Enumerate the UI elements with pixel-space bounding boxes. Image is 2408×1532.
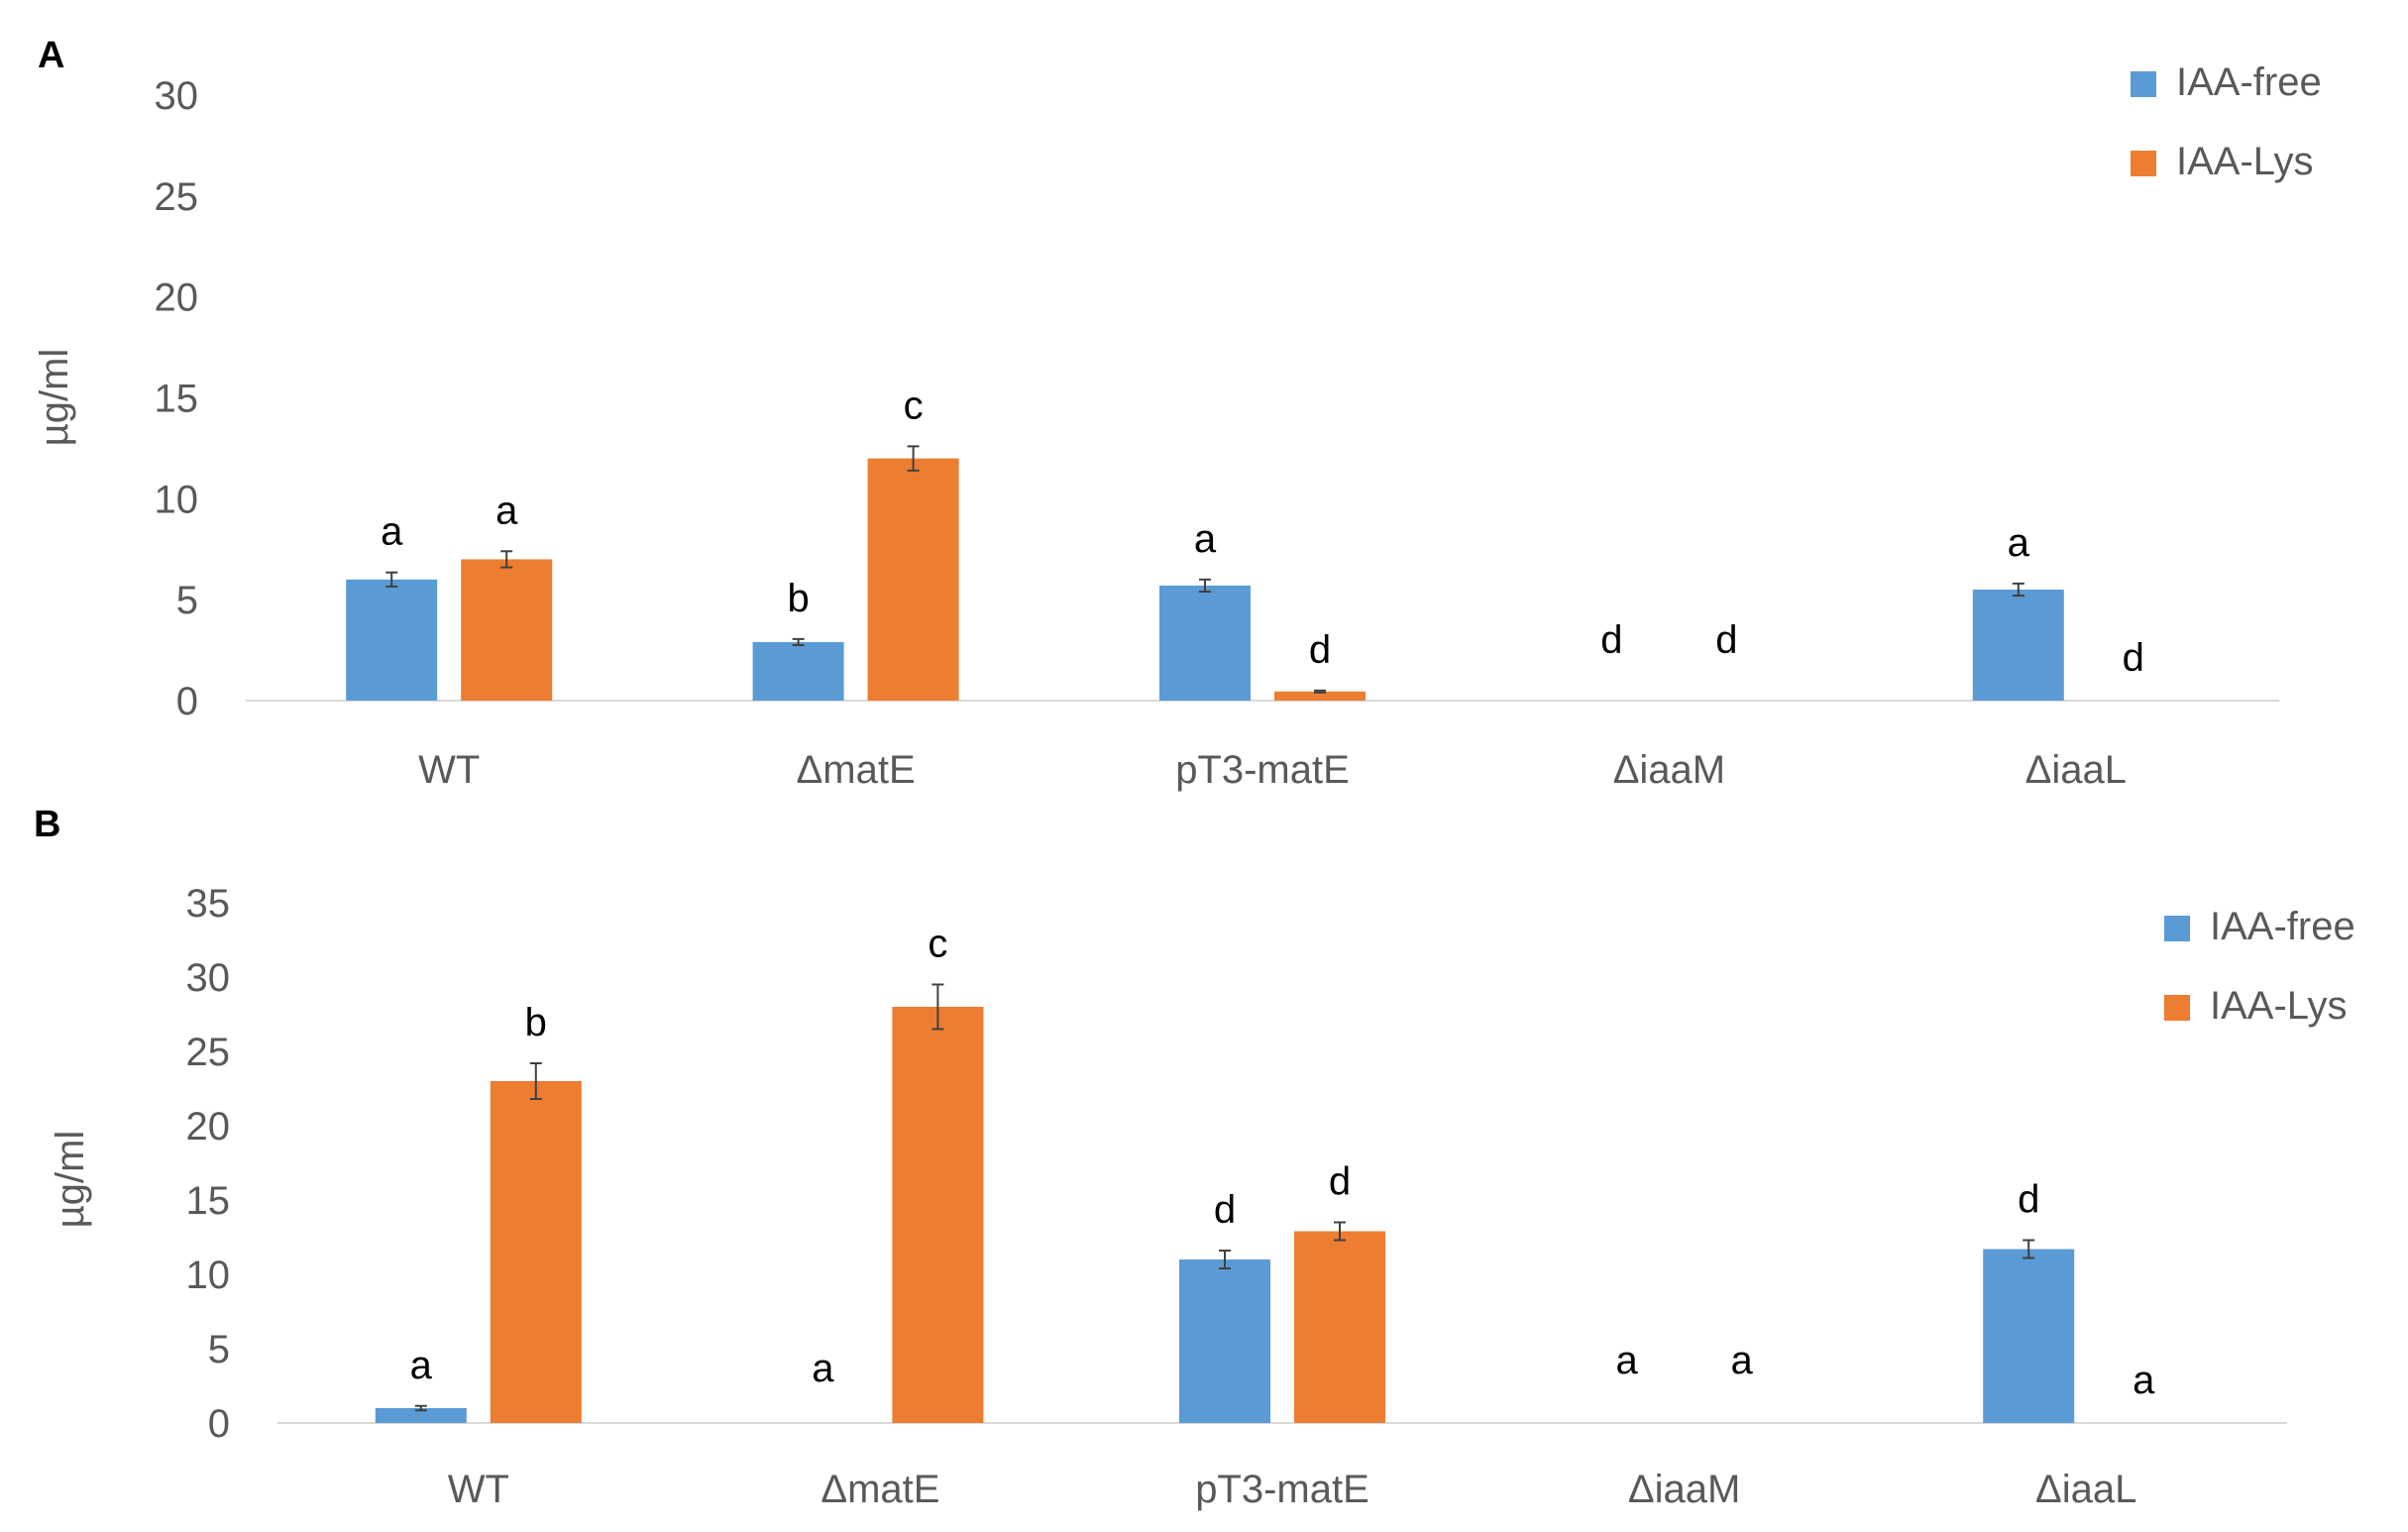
panel-a-y-tick-10: 10 bbox=[155, 478, 199, 521]
panel-a-y-tick-0: 0 bbox=[176, 680, 198, 723]
panel-a-x-tick-cat-0: WT bbox=[418, 748, 480, 792]
panel-b-y-tick-5: 5 bbox=[208, 1328, 230, 1371]
panel-b-y-tick-10: 10 bbox=[186, 1254, 231, 1297]
panel-b-sig-label-iaa-free-cat-4: d bbox=[2018, 1178, 2039, 1222]
panel-b-legend-label-iaa-lys: IAA-Lys bbox=[2210, 984, 2348, 1028]
panel-a-sig-label-iaa-free-cat-1: b bbox=[787, 577, 809, 620]
panel-b-sig-label-iaa-free-cat-1: a bbox=[812, 1347, 834, 1390]
panel-a-bar-iaa-lys-cat-2 bbox=[1274, 691, 1366, 701]
panel-b-bar-iaa-lys-cat-1 bbox=[892, 1007, 984, 1423]
panel-a-sig-label-iaa-lys-cat-4: d bbox=[2123, 636, 2144, 680]
panel-a-sig-label-iaa-lys-cat-2: d bbox=[1309, 628, 1331, 672]
panel-a-label: A bbox=[38, 35, 64, 76]
panel-a-bar-iaa-lys-cat-0 bbox=[461, 559, 553, 701]
panel-b-legend-swatch-iaa-free bbox=[2164, 916, 2190, 941]
panel-b-y-tick-0: 0 bbox=[208, 1402, 230, 1446]
panel-b-y-tick-15: 15 bbox=[186, 1179, 231, 1223]
panel-a-bar-iaa-free-cat-0 bbox=[346, 579, 438, 701]
panel-a-legend-swatch-iaa-lys bbox=[2131, 151, 2156, 176]
panel-b-legend-label-iaa-free: IAA-free bbox=[2210, 905, 2355, 948]
panel-a-legend-label-iaa-free: IAA-free bbox=[2176, 60, 2322, 104]
panel-a-y-tick-30: 30 bbox=[155, 74, 199, 118]
panel-a-x-tick-cat-4: ΔiaaL bbox=[2025, 748, 2127, 792]
panel-b-x-tick-cat-1: ΔmatE bbox=[821, 1468, 939, 1511]
panel-b-bar-iaa-free-cat-2 bbox=[1179, 1259, 1270, 1423]
panel-b-bar-iaa-lys-cat-2 bbox=[1294, 1231, 1385, 1423]
panel-b-sig-label-iaa-free-cat-2: d bbox=[1214, 1188, 1236, 1232]
panel-b-label: B bbox=[34, 804, 60, 845]
panel-b-y-axis-label: µg/ml bbox=[49, 1131, 92, 1229]
panel-b-bar-iaa-free-cat-4 bbox=[1983, 1249, 2075, 1423]
panel-b-legend-swatch-iaa-lys bbox=[2164, 995, 2190, 1021]
panel-a-y-tick-20: 20 bbox=[155, 276, 199, 320]
panel-b-sig-label-iaa-lys-cat-3: a bbox=[1730, 1339, 1753, 1382]
panel-b-bar-iaa-free-cat-0 bbox=[375, 1408, 467, 1423]
panel-a-bar-iaa-free-cat-4 bbox=[1972, 589, 2064, 701]
panel-a-bar-iaa-free-cat-2 bbox=[1159, 585, 1251, 701]
panel-b-sig-label-iaa-free-cat-0: a bbox=[410, 1344, 433, 1387]
panel-a-sig-label-iaa-lys-cat-0: a bbox=[495, 489, 518, 532]
panel-a-sig-label-iaa-lys-cat-3: d bbox=[1715, 618, 1737, 662]
panel-b-sig-label-iaa-lys-cat-4: a bbox=[2133, 1359, 2155, 1402]
panel-b-y-tick-30: 30 bbox=[186, 956, 231, 1000]
panel-b-sig-label-iaa-lys-cat-1: c bbox=[928, 923, 947, 966]
panel-b-x-tick-cat-3: ΔiaaM bbox=[1628, 1468, 1740, 1511]
panel-b-y-tick-20: 20 bbox=[186, 1105, 231, 1149]
panel-a-bar-iaa-lys-cat-1 bbox=[867, 458, 959, 701]
panel-a-y-tick-15: 15 bbox=[155, 378, 199, 421]
panel-b-x-tick-cat-4: ΔiaaL bbox=[2035, 1468, 2136, 1511]
panel-b-bar-iaa-lys-cat-0 bbox=[490, 1081, 582, 1423]
panel-a-sig-label-iaa-free-cat-4: a bbox=[2008, 521, 2030, 565]
panel-a-y-tick-25: 25 bbox=[155, 175, 199, 219]
panel-b-sig-label-iaa-lys-cat-0: b bbox=[525, 1001, 547, 1044]
panel-a-y-tick-5: 5 bbox=[176, 579, 198, 622]
panel-a-x-tick-cat-3: ΔiaaM bbox=[1613, 748, 1725, 792]
panel-b-y-tick-25: 25 bbox=[186, 1031, 231, 1074]
panel-a-y-axis-label: µg/ml bbox=[33, 349, 76, 447]
panel-b-x-tick-cat-2: pT3-matE bbox=[1195, 1468, 1369, 1511]
panel-a-bar-iaa-free-cat-1 bbox=[752, 641, 844, 701]
panel-a-sig-label-iaa-lys-cat-1: c bbox=[904, 383, 924, 427]
panel-a-legend-label-iaa-lys: IAA-Lys bbox=[2176, 140, 2314, 183]
panel-b-y-tick-35: 35 bbox=[186, 882, 231, 926]
panel-a-legend-swatch-iaa-free bbox=[2131, 71, 2156, 97]
panel-a-sig-label-iaa-free-cat-0: a bbox=[381, 510, 403, 554]
panel-a-sig-label-iaa-free-cat-3: d bbox=[1600, 618, 1622, 662]
panel-b-sig-label-iaa-free-cat-3: a bbox=[1615, 1339, 1638, 1382]
panel-a-x-tick-cat-2: pT3-matE bbox=[1175, 748, 1350, 792]
panel-a-x-tick-cat-1: ΔmatE bbox=[797, 748, 916, 792]
panel-a-sig-label-iaa-free-cat-2: a bbox=[1194, 517, 1217, 561]
panel-b-x-tick-cat-0: WT bbox=[448, 1468, 509, 1511]
panel-b-sig-label-iaa-lys-cat-2: d bbox=[1329, 1160, 1351, 1204]
